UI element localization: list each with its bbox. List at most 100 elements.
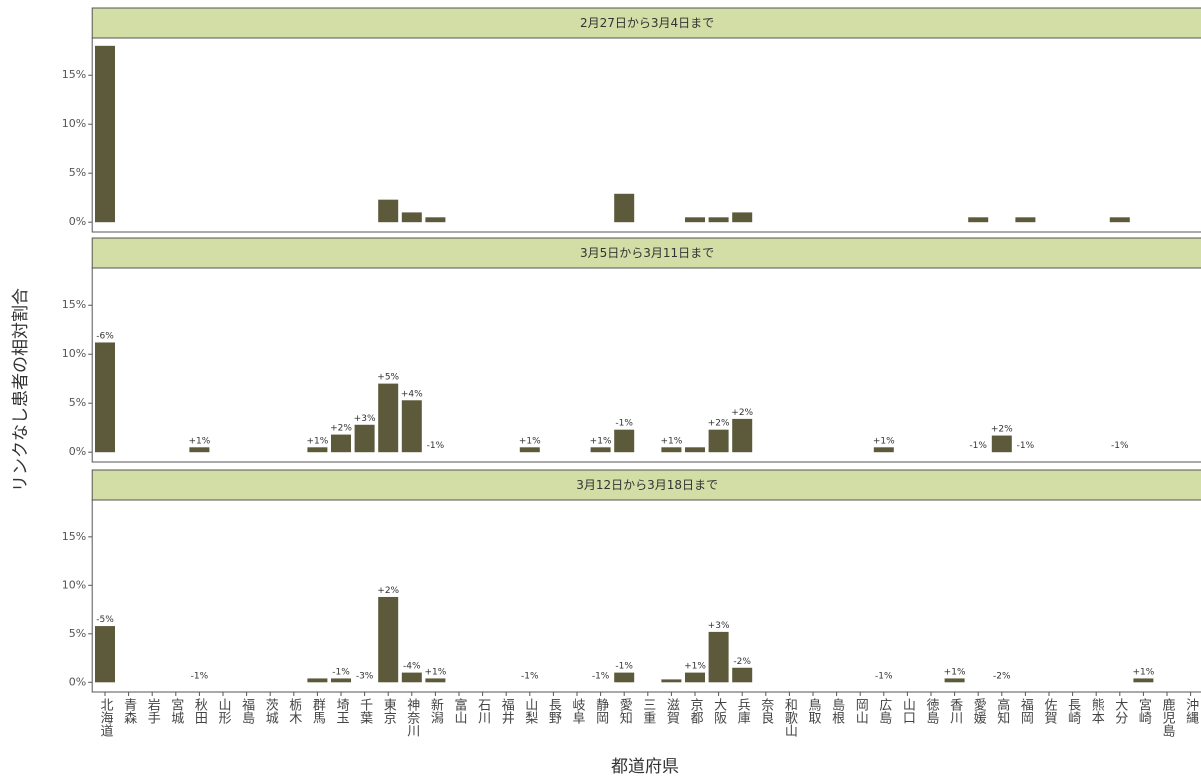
bar [991,435,1012,453]
y-tick-label: 10% [62,578,86,591]
strip [91,237,1201,269]
x-tick-label: 大阪 [711,698,727,725]
bar [944,678,965,683]
bar [425,217,446,223]
change-label: -1% [521,671,539,681]
change-label: -1% [875,671,893,681]
change-label: +5% [377,373,399,383]
change-label: -1% [969,441,987,451]
bar [732,212,753,223]
y-tick-label: 0% [69,675,86,688]
bar [708,429,729,453]
bar [732,418,753,453]
x-tick-label: 埼玉 [334,698,350,724]
change-label: -6% [96,331,114,341]
bar [590,447,611,453]
bar [354,424,375,453]
change-label: +4% [401,389,423,399]
x-tick-label: 和歌山 [782,698,798,737]
x-tick-label: 新潟 [428,697,444,724]
change-label: +3% [708,621,730,631]
x-tick-label: 香川 [947,698,963,724]
bar [685,672,705,683]
x-tick-label: 大分 [1112,698,1128,725]
bar [95,342,115,453]
change-label: -1% [191,671,209,681]
y-tick-label: 0% [69,215,86,228]
bar [307,678,328,683]
x-tick-label: 秋田 [192,698,208,724]
x-tick-label: 茨城 [263,698,279,725]
x-tick-label: 青森 [121,698,137,724]
x-tick-label: 石川 [475,698,491,724]
panel-title: 3月12日から3月18日まで [576,478,718,492]
y-tick-label: 5% [69,166,86,179]
x-tick-label: 徳島 [924,698,940,724]
x-tick-label: 山口 [900,698,915,724]
panel-title: 2月27日から3月4日まで [580,16,714,30]
panel-frame [91,267,1201,463]
change-label: +2% [330,424,352,434]
x-tick-label: 滋賀 [664,698,680,724]
change-label: +2% [731,408,753,418]
bar [1015,217,1036,223]
x-tick-label: 島根 [829,698,845,724]
change-label: -1% [615,419,633,429]
bar [873,447,894,453]
change-label: -1% [615,662,633,672]
change-label: -1% [427,441,445,451]
change-label: +1% [684,662,706,672]
bar [968,217,989,223]
x-tick-label: 山形 [216,698,232,725]
x-tick-label: 岩手 [145,698,161,724]
change-label: +2% [377,586,399,596]
x-tick-label: 高知 [994,697,1010,724]
x-tick-label: 奈良 [758,698,774,724]
x-tick-label: 兵庫 [735,698,751,724]
x-tick-label: 宮崎 [1136,697,1152,724]
change-label: +1% [873,436,895,446]
x-tick-label: 愛知 [617,698,633,724]
y-tick-label: 15% [62,530,86,543]
x-tick-label: 沖縄 [1183,698,1199,724]
x-tick-label: 東京 [381,697,397,724]
change-label: -5% [96,615,114,625]
bar [307,447,328,453]
change-label: +2% [991,425,1013,435]
x-tick-label: 福岡 [1018,698,1034,724]
x-tick-label: 佐賀 [1042,698,1058,724]
bar [661,447,682,453]
bar [1109,217,1130,223]
x-tick-label: 群馬 [310,698,326,724]
y-tick-label: 0% [69,445,86,458]
change-label: -3% [356,671,374,681]
bar [519,447,540,453]
bar [708,217,729,223]
x-tick-label: 宮城 [168,697,184,725]
x-tick-label: 三重 [640,698,656,724]
bar [685,217,705,223]
bar [1133,678,1154,683]
x-tick-label: 鳥取 [806,698,822,724]
bar [378,383,399,453]
bar [614,193,635,223]
change-label: +1% [590,436,612,446]
x-tick-label: 北海道 [98,698,114,737]
change-label: +1% [424,667,446,677]
bar [708,631,729,683]
x-tick-label: 長崎 [1065,698,1081,724]
change-label: -1% [1111,441,1129,451]
bar [331,678,351,683]
x-tick-label: 愛媛 [971,698,987,725]
y-tick-label: 15% [62,68,86,81]
x-tick-label: 岐阜 [570,698,586,724]
bar [95,45,115,223]
bar [425,678,446,683]
bar [661,679,682,683]
strip [91,469,1201,501]
bar [95,626,115,683]
change-label: +1% [944,667,966,677]
change-label: +1% [519,436,541,446]
change-label: -4% [403,662,421,672]
